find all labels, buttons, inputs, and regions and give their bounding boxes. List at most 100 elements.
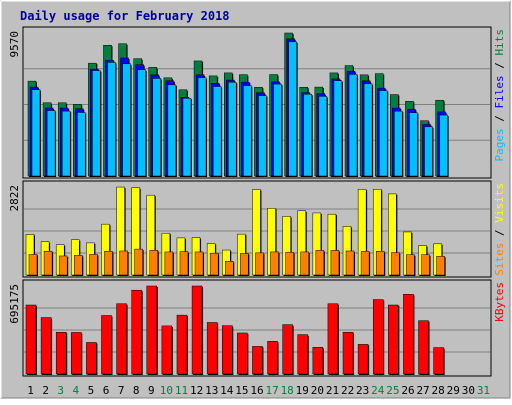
legend-entry-hits: Hits [493, 29, 506, 56]
bar-pages-day-27 [424, 126, 433, 177]
bar-kbytes-day-12 [191, 285, 203, 375]
bar-kbytes-day-6 [101, 315, 112, 375]
day-label-13: 13 [205, 384, 218, 397]
bar-kbytes-day-4 [71, 332, 82, 375]
legend-entry-pages: Pages [493, 128, 506, 161]
panel-kbytes-max-label: 695175 [8, 284, 21, 324]
bar-sites-day-4 [74, 255, 83, 276]
day-label-15: 15 [235, 384, 248, 397]
bar-sites-day-19 [300, 251, 309, 276]
day-label-29: 29 [447, 384, 460, 397]
bar-sites-day-3 [58, 255, 68, 276]
day-label-26: 26 [401, 384, 414, 397]
bar-kbytes-day-15 [237, 332, 248, 375]
bar-kbytes-day-3 [55, 331, 67, 375]
bar-pages-day-6 [107, 62, 116, 177]
legend-entry-files: Files [493, 75, 506, 108]
bar-sites-day-28 [436, 256, 445, 276]
bar-pages-day-13 [212, 86, 222, 177]
bar-sites-day-6 [104, 251, 113, 276]
bar-pages-day-21 [333, 80, 343, 177]
bar-sites-day-7 [119, 250, 128, 276]
panel-kbytes: 695175 KBytes [8, 279, 506, 377]
day-label-11: 11 [175, 384, 188, 397]
day-label-20: 20 [311, 384, 324, 397]
day-label-21: 21 [326, 384, 339, 397]
bar-pages-day-1 [31, 89, 41, 177]
bar-sites-day-27 [421, 254, 430, 276]
bar-sites-day-1 [28, 254, 38, 276]
bar-kbytes-day-11 [176, 314, 188, 375]
bar-sites-day-9 [149, 250, 159, 276]
bar-pages-day-3 [61, 110, 71, 177]
bar-pages-day-22 [348, 74, 358, 177]
bar-pages-day-25 [394, 110, 403, 177]
day-label-7: 7 [118, 384, 125, 397]
day-label-1: 1 [27, 384, 34, 397]
bar-kbytes-day-22 [342, 331, 354, 375]
day-label-8: 8 [133, 384, 140, 397]
bar-sites-day-2 [43, 251, 53, 276]
bar-kbytes-day-1 [25, 304, 37, 375]
bar-sites-day-24 [375, 251, 385, 276]
bar-kbytes-day-5 [86, 342, 97, 375]
legend-entry-kbytes: KBytes [493, 282, 506, 322]
bar-pages-day-10 [167, 84, 177, 177]
bar-kbytes-day-20 [312, 347, 324, 375]
panel-hits-max-label: 9570 [8, 31, 21, 58]
bar-kbytes-day-19 [297, 334, 308, 375]
bar-kbytes-day-24 [372, 299, 384, 375]
bar-pages-day-11 [182, 98, 192, 177]
day-label-31: 31 [477, 384, 490, 397]
bar-sites-day-10 [164, 251, 174, 276]
bar-sites-day-8 [134, 248, 143, 276]
legend-entry-sites: Sites [493, 243, 506, 276]
bar-sites-day-22 [345, 250, 355, 276]
bar-kbytes-day-9 [146, 285, 158, 375]
panel-hits: 9570 Pages / Files / Hits [8, 26, 506, 179]
day-label-14: 14 [220, 384, 234, 397]
legend-separator: / [493, 56, 506, 76]
bar-kbytes-day-28 [433, 347, 444, 375]
bar-pages-day-23 [363, 83, 373, 177]
bar-kbytes-day-16 [252, 346, 263, 375]
day-label-22: 22 [341, 384, 354, 397]
legend-entry-visits: Visits [493, 183, 506, 223]
bar-pages-day-17 [273, 83, 282, 177]
day-label-17: 17 [265, 384, 278, 397]
day-label-3: 3 [57, 384, 64, 397]
bar-sites-day-17 [270, 251, 279, 276]
bar-sites-day-16 [255, 252, 264, 276]
day-label-5: 5 [88, 384, 95, 397]
bar-kbytes-day-14 [222, 325, 233, 375]
bar-pages-day-7 [122, 63, 131, 177]
bar-kbytes-day-2 [40, 317, 52, 375]
day-label-12: 12 [190, 384, 203, 397]
bar-pages-day-19 [303, 94, 312, 177]
panel-visits-legend: Sites / Visits [493, 183, 506, 276]
bar-pages-day-15 [243, 85, 252, 177]
bar-sites-day-11 [179, 251, 189, 276]
day-label-9: 9 [148, 384, 155, 397]
bar-pages-day-14 [228, 82, 237, 177]
bar-pages-day-28 [439, 114, 448, 177]
bar-kbytes-day-8 [131, 289, 142, 375]
bar-pages-day-9 [152, 78, 162, 177]
bar-sites-day-15 [240, 253, 249, 276]
day-labels: 1 2 3 4 5 6 7 8 9 10 11 12 13 14 15 16 17 18 19 20 21 22 23 24 2… [27, 384, 490, 397]
day-label-4: 4 [73, 384, 80, 397]
day-label-30: 30 [462, 384, 475, 397]
bar-pages-day-12 [197, 77, 207, 177]
bar-sites-day-13 [209, 252, 219, 276]
bar-pages-day-16 [258, 95, 267, 177]
bar-sites-day-20 [315, 250, 325, 276]
bar-kbytes-day-17 [267, 341, 278, 375]
day-label-16: 16 [250, 384, 263, 397]
panel-visits-max-label: 2822 [8, 185, 21, 212]
day-label-18: 18 [281, 384, 294, 397]
legend-separator: / [493, 109, 506, 129]
panel-hits-legend: Pages / Files / Hits [493, 29, 506, 162]
day-label-19: 19 [296, 384, 309, 397]
bar-kbytes-day-10 [161, 325, 173, 375]
